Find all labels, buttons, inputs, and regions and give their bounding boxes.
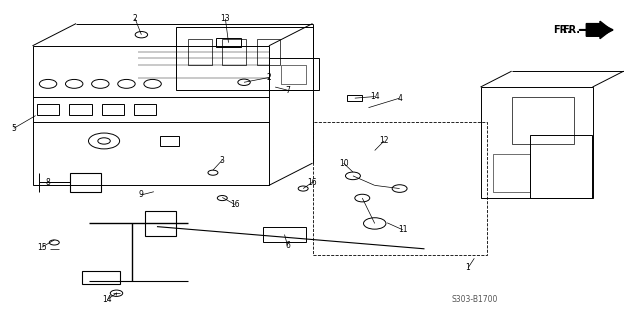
Text: 14: 14 [102, 295, 112, 304]
Bar [281, 65, 306, 84]
FancyArrow shape [586, 21, 611, 39]
Bar [256, 39, 280, 65]
Text: 5: 5 [11, 124, 16, 133]
Bar [347, 95, 362, 101]
Text: 14: 14 [370, 92, 379, 101]
Bar [481, 87, 592, 198]
Text: 2: 2 [132, 14, 138, 23]
Text: 13: 13 [221, 14, 230, 23]
Text: 3: 3 [220, 156, 225, 164]
Bar [269, 59, 319, 90]
Bar [188, 39, 212, 65]
Text: 10: 10 [339, 159, 348, 168]
Bar [512, 97, 574, 144]
Text: 6: 6 [285, 241, 290, 250]
Bar [530, 135, 592, 198]
Text: 11: 11 [398, 225, 408, 234]
Text: 8: 8 [46, 178, 51, 187]
Bar [176, 27, 312, 90]
Bar [37, 104, 59, 115]
Text: FR.: FR. [552, 25, 571, 35]
Text: 12: 12 [379, 136, 389, 146]
Text: S303-B1700: S303-B1700 [451, 295, 498, 304]
Bar [222, 39, 246, 65]
Text: 2: 2 [267, 73, 271, 82]
Bar [144, 211, 176, 236]
Bar [102, 104, 124, 115]
Text: 16: 16 [308, 178, 318, 187]
Bar [262, 227, 306, 243]
Bar [70, 173, 101, 192]
Bar [312, 122, 487, 255]
Text: 16: 16 [230, 200, 239, 209]
Bar [493, 154, 530, 192]
Bar [216, 38, 241, 47]
Text: 4: 4 [397, 94, 402, 103]
Text: 7: 7 [285, 86, 290, 95]
Bar [134, 104, 156, 115]
Text: 1: 1 [466, 263, 471, 272]
Bar [69, 104, 92, 115]
Bar [82, 271, 119, 284]
Bar [160, 136, 179, 146]
Text: 9: 9 [139, 190, 144, 199]
Text: FR.: FR. [562, 25, 580, 35]
Text: 15: 15 [37, 243, 47, 252]
Bar [32, 46, 269, 185]
